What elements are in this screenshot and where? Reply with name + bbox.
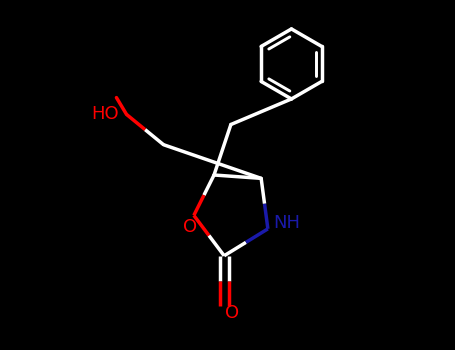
Text: O: O bbox=[183, 218, 197, 236]
Text: O: O bbox=[225, 304, 239, 322]
Text: NH: NH bbox=[273, 215, 300, 232]
Text: HO: HO bbox=[91, 105, 119, 124]
